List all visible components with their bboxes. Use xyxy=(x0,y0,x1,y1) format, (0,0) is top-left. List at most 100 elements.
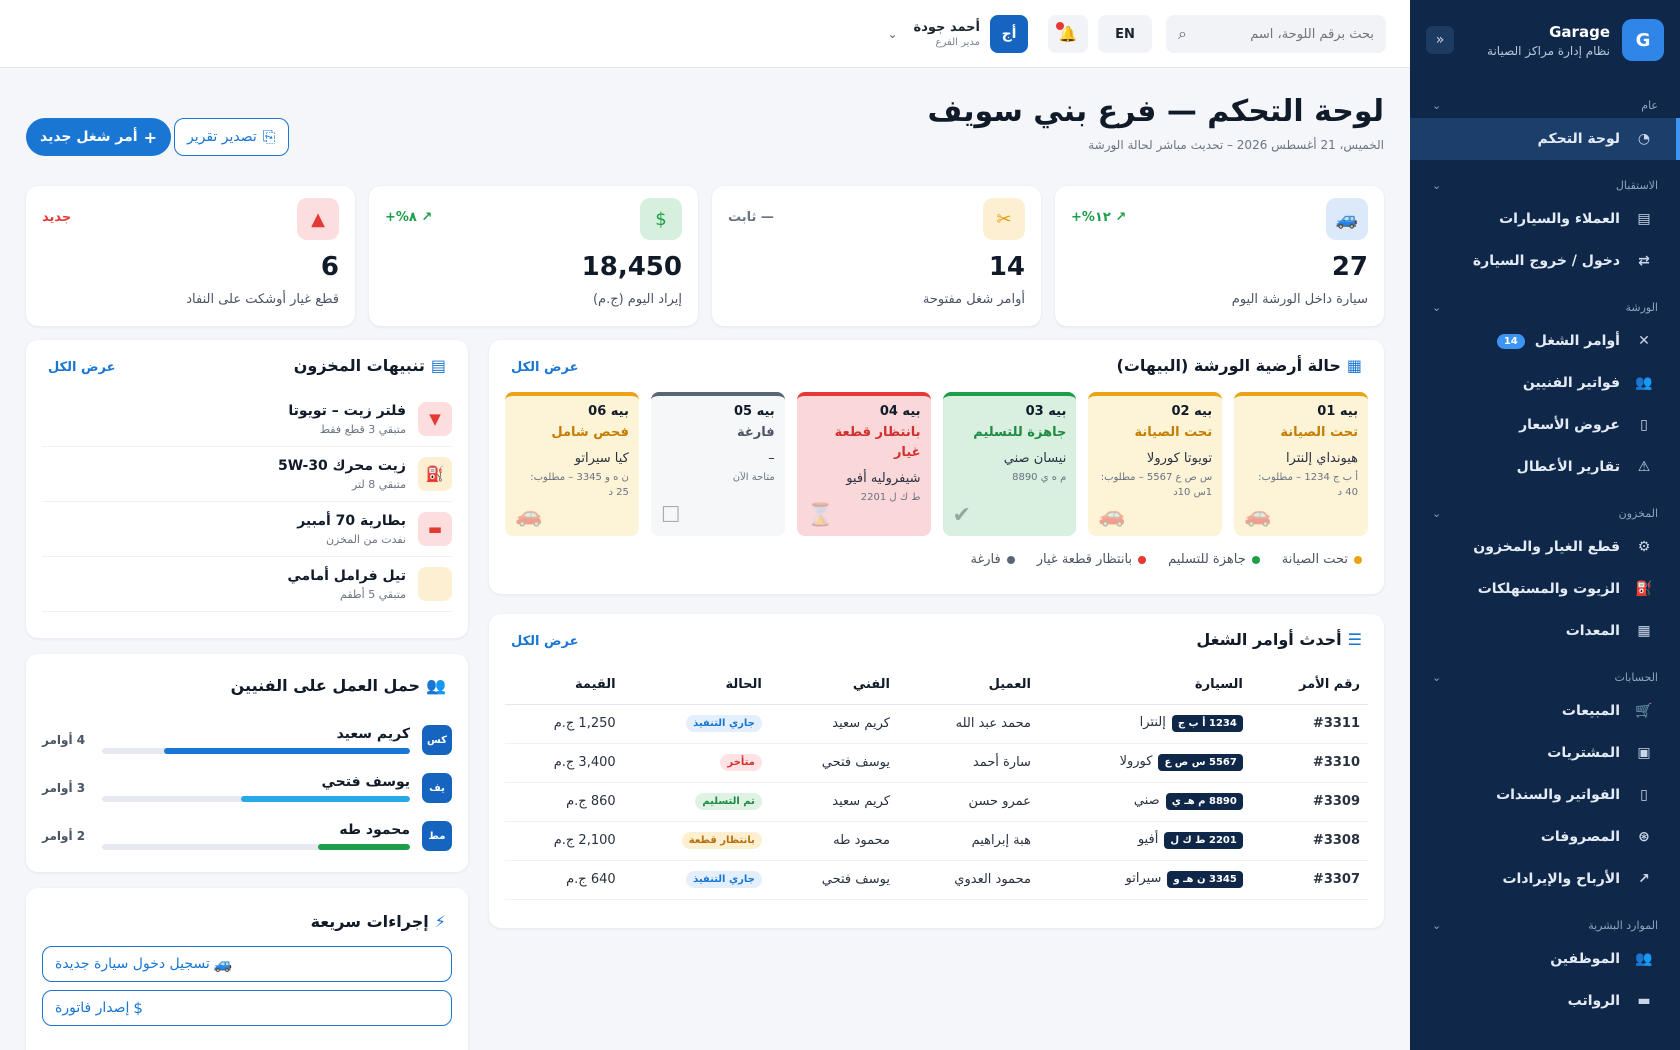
sidebar-item-label: عروض الأسعار xyxy=(1519,417,1620,433)
car-model: سيراتو xyxy=(1125,871,1162,886)
nav-item-icon: ▯ xyxy=(1640,787,1648,803)
bays-view-all-link[interactable]: عرض الكل xyxy=(511,360,579,375)
bay-card[interactable]: بيه 04 بانتظار قطعة غيار شيفروليه أفيو ط ك … xyxy=(796,392,931,536)
brand-subtitle: نظام إدارة مراكز الصيانة xyxy=(1487,43,1610,58)
sidebar-item-label: العملاء والسيارات xyxy=(1499,211,1620,227)
status-badge: متأخر xyxy=(720,754,762,771)
order-client: محمود العدوي xyxy=(897,860,1039,900)
table-row[interactable]: #3308 2201 ط ك ل أفيو هبة إبراهيم محمود طه با… xyxy=(505,821,1368,861)
list-icon: ☰ xyxy=(1347,630,1362,649)
sidebar-item[interactable]: ▦ المعدات xyxy=(1410,610,1680,652)
list-item[interactable]: ⛽ زيت محرك 5W-30 متبقي 8 لتر xyxy=(42,447,452,502)
sidebar-item[interactable]: ▯ عروض الأسعار xyxy=(1410,404,1680,446)
column-header[interactable]: الحالة xyxy=(623,666,770,705)
nav-section-title: الموارد البشرية xyxy=(1588,918,1658,932)
search-icon: ⌕ xyxy=(1178,24,1187,43)
nav-section-header[interactable]: الاستقبال ⌄ xyxy=(1410,172,1680,198)
users-icon: 👥 xyxy=(426,676,446,695)
main-content: لوحة التحكم — فرع بني سويف الخميس، 21 أغ… xyxy=(0,68,1410,1050)
inventory-view-all-link[interactable]: عرض الكل xyxy=(48,360,116,375)
sidebar-item[interactable]: ◔ لوحة التحكم xyxy=(1410,118,1680,160)
table-row[interactable]: #3310 5567 س ص ع كورولا سارة أحمد يوسف فتحي م… xyxy=(505,743,1368,783)
orders-view-all-link[interactable]: عرض الكل xyxy=(511,634,579,649)
workload-bar-fill xyxy=(163,748,410,754)
chevron-down-icon: ⌄ xyxy=(1432,670,1442,684)
sidebar-item[interactable]: ⇄ دخول / خروج السيارة xyxy=(1410,240,1680,282)
sidebar-item[interactable]: 👥 فواتير الفنيين xyxy=(1410,362,1680,404)
nav-section-header[interactable]: الحسابات ⌄ xyxy=(1410,664,1680,690)
quick-action-icon: 🚙 xyxy=(213,955,233,973)
inventory-item-note: نفدت من المخزن xyxy=(325,532,406,546)
column-header[interactable]: الفني xyxy=(769,666,898,705)
sidebar-item[interactable]: ⊛ المصروفات xyxy=(1410,816,1680,858)
inventory-card: ▤ تنبيهات المخزون عرض الكل ▼ فلتر زيت – تو… xyxy=(26,340,468,638)
bay-card[interactable]: بيه 06 فحص شامل كيا سيراتو ن ه و 3345 – مطل… xyxy=(505,392,639,536)
bell-icon: 🔔 xyxy=(1058,25,1078,43)
column-header[interactable]: رقم الأمر xyxy=(1250,666,1368,705)
status-badge: جاري التنفيذ xyxy=(686,715,762,732)
list-item[interactable]: تيل فرامل أمامي متبقي 5 أطقم xyxy=(42,557,452,612)
chevron-down-icon: ⌄ xyxy=(1432,178,1442,192)
search-input[interactable] xyxy=(1186,26,1374,42)
quick-action-button[interactable]: 🚙 تسجيل دخول سيارة جديدة xyxy=(42,946,452,982)
stat-trend: — ثابت xyxy=(728,210,774,225)
user-menu[interactable]: أج أحمد جودة مدير الفرع ⌄ xyxy=(887,15,1028,53)
column-header[interactable]: القيمة xyxy=(505,666,624,705)
stat-icon: ✂ xyxy=(983,198,1025,240)
technician-order-count: 3 أوامر xyxy=(42,781,86,795)
sidebar-collapse-button[interactable]: « xyxy=(1426,26,1454,54)
sidebar-item[interactable]: ▬ الرواتب xyxy=(1410,980,1680,1022)
table-row[interactable]: #3311 1234 أ ب ج إلنترا محمد عبد الله كريم س… xyxy=(505,704,1368,744)
sidebar-item[interactable]: ▯ الفواتير والسندات xyxy=(1410,774,1680,816)
table-row[interactable]: #3309 8890 م هـ ي صني عمرو حسن كريم سعيد تم ا… xyxy=(505,782,1368,822)
notifications-button[interactable]: 🔔 xyxy=(1048,15,1088,53)
inventory-item-icon: ⛽ xyxy=(418,457,452,491)
nav-section-header[interactable]: عام ⌄ xyxy=(1410,92,1680,118)
legend-label: جاهزة للتسليم xyxy=(1168,552,1246,567)
table-row[interactable]: #3307 3345 ن هـ و سيراتو محمود العدوي يوسف ف… xyxy=(505,860,1368,900)
sidebar-item[interactable]: 👥 الموظفين xyxy=(1410,938,1680,980)
sidebar-item-label: أوامر الشغل xyxy=(1534,333,1620,349)
sidebar-item[interactable]: ⚙ قطع الغيار والمخزون xyxy=(1410,526,1680,568)
sidebar-item[interactable]: 🛒 المبيعات xyxy=(1410,690,1680,732)
inventory-item-note: متبقي 3 قطع فقط xyxy=(319,422,406,436)
sidebar-item-label: تقارير الأعطال xyxy=(1516,459,1620,475)
language-toggle-button[interactable]: EN xyxy=(1098,15,1152,53)
nav-section-header[interactable]: الورشة ⌄ xyxy=(1410,294,1680,320)
sidebar-item[interactable]: ▣ المشتريات xyxy=(1410,732,1680,774)
sidebar-item[interactable]: ✕ أوامر الشغل 14 xyxy=(1410,320,1680,362)
technician-row: يف يوسف فتحي 3 أوامر xyxy=(42,764,452,812)
sidebar-item[interactable]: ▤ العملاء والسيارات xyxy=(1410,198,1680,240)
brand-name: Garage xyxy=(1549,22,1610,41)
bay-info: ط ك ل 2201 xyxy=(860,492,921,503)
new-work-order-button[interactable]: + أمر شغل جديد xyxy=(26,118,172,156)
bay-card[interactable]: بيه 01 تحت الصيانة هيونداي إلنترا أ ب ج 123… xyxy=(1234,392,1368,536)
legend-dot xyxy=(1138,555,1147,564)
column-header[interactable]: السيارة xyxy=(1038,666,1251,705)
quick-action-button[interactable]: $ إصدار فاتورة xyxy=(42,990,452,1026)
nav-section-header[interactable]: الموارد البشرية ⌄ xyxy=(1410,912,1680,938)
sidebar-item[interactable]: ⛽ الزيوت والمستهلكات xyxy=(1410,568,1680,610)
bay-car: تويوتا كورولا xyxy=(1146,451,1213,466)
list-item[interactable]: ▬ بطارية 70 أمبير نفدت من المخزن xyxy=(42,502,452,557)
car-model: كورولا xyxy=(1119,754,1153,769)
sidebar-item-label: المعدات xyxy=(1565,623,1620,639)
sidebar-item[interactable]: ↗ الأرباح والإيرادات xyxy=(1410,858,1680,900)
avatar: مط xyxy=(422,821,452,851)
inventory-list: ▼ فلتر زيت – تويوتا متبقي 3 قطع فقط ⛽ زيت مح… xyxy=(26,392,468,612)
order-value: 2,100 ج.م xyxy=(505,821,624,861)
stat-card: ✂ — ثابت 14 أوامر شغل مفتوحة xyxy=(712,186,1041,326)
avatar: كس xyxy=(422,725,452,755)
list-item[interactable]: ▼ فلتر زيت – تويوتا متبقي 3 قطع فقط xyxy=(42,392,452,447)
column-header[interactable]: العميل xyxy=(897,666,1039,705)
avatar: يف xyxy=(422,773,452,803)
nav-section-header[interactable]: المخزون ⌄ xyxy=(1410,500,1680,526)
bay-card[interactable]: بيه 02 تحت الصيانة تويوتا كورولا س ص ع 5567… xyxy=(1088,392,1223,536)
bay-card[interactable]: بيه 03 جاهزة للتسليم نيسان صني م ه ي 8890 ✔ xyxy=(942,392,1077,536)
nav-item-icon: ▤ xyxy=(1637,211,1651,227)
export-report-label: تصدير تقرير xyxy=(187,129,257,145)
bay-card[interactable]: بيه 05 فارغة – متاحة الآن ☐ xyxy=(650,392,785,536)
stat-value: 14 xyxy=(988,252,1025,282)
sidebar-item[interactable]: ⚠ تقارير الأعطال xyxy=(1410,446,1680,488)
export-report-button[interactable]: ⎘ تصدير تقرير xyxy=(174,118,289,156)
